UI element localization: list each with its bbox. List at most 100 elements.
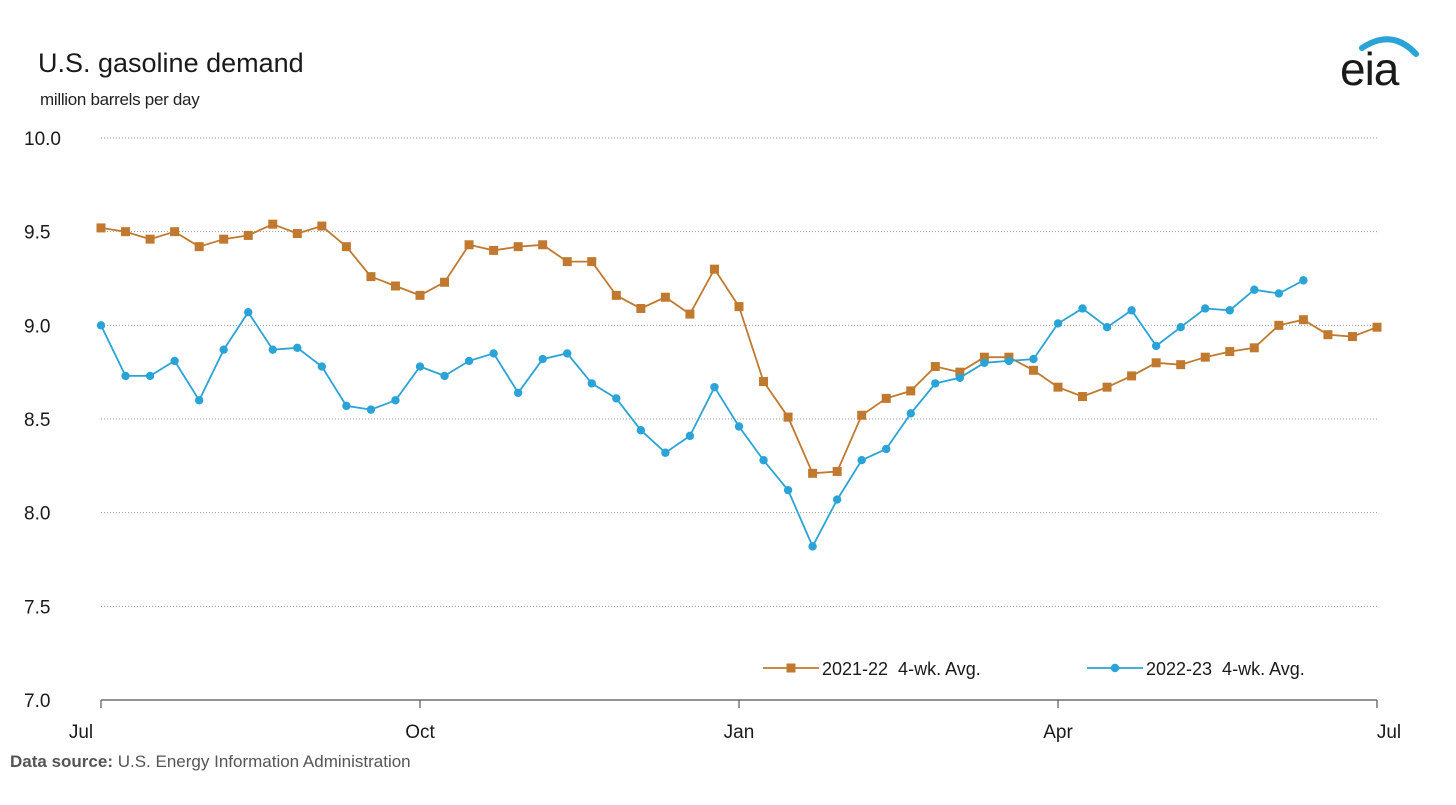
- data-point-circle: [759, 456, 768, 465]
- eia-logo-text: eia: [1340, 43, 1399, 95]
- data-point-square: [1225, 347, 1235, 357]
- data-point-circle: [1176, 323, 1185, 332]
- y-tick-label: 8.0: [24, 504, 50, 525]
- data-point-square: [808, 468, 818, 478]
- data-source: Data source: U.S. Energy Information Adm…: [10, 752, 411, 772]
- data-point-square: [1028, 365, 1038, 375]
- data-point-circle: [1225, 306, 1234, 315]
- data-point-square: [930, 362, 940, 372]
- data-point-circle: [268, 345, 277, 354]
- data-point-circle: [587, 379, 596, 388]
- data-point-square: [685, 309, 695, 319]
- data-point-square: [1078, 392, 1088, 402]
- data-point-square: [832, 466, 842, 476]
- y-tick-label: 10.0: [24, 129, 61, 150]
- data-point-circle: [710, 382, 719, 392]
- data-point-circle: [955, 373, 965, 382]
- data-point-circle: [734, 422, 744, 431]
- data-point-circle: [415, 362, 425, 371]
- data-point-circle: [882, 444, 891, 454]
- x-tick-label: Jan: [724, 722, 755, 743]
- data-source-label: Data source:: [10, 752, 113, 771]
- data-point-square: [1176, 360, 1186, 370]
- data-point-square: [906, 386, 916, 396]
- data-point-circle: [808, 542, 817, 551]
- data-point-circle: [906, 409, 915, 418]
- legend-label-1: 2021-22 4-wk. Avg.: [822, 659, 981, 679]
- data-point-circle: [194, 396, 204, 405]
- data-point-square: [1274, 320, 1284, 330]
- data-point-circle: [391, 396, 400, 405]
- data-point-circle: [612, 394, 621, 403]
- data-point-square: [96, 223, 106, 233]
- data-point-circle: [783, 485, 793, 495]
- data-point-square: [243, 230, 253, 240]
- eia-logo: eia: [1332, 34, 1422, 98]
- data-point-square: [660, 292, 670, 302]
- data-point-circle: [1201, 304, 1210, 313]
- data-point-square: [538, 240, 548, 250]
- data-point-square: [341, 242, 351, 252]
- x-tick-label: Apr: [1043, 722, 1073, 743]
- data-source-text: U.S. Energy Information Administration: [117, 752, 411, 771]
- data-point-square: [587, 257, 597, 267]
- legend-label-2: 2022-23 4-wk. Avg.: [1146, 659, 1305, 679]
- data-point-square: [415, 290, 425, 300]
- data-point-circle: [931, 379, 940, 388]
- chart-title: U.S. gasoline demand: [38, 48, 304, 78]
- data-point-circle: [1127, 306, 1136, 315]
- y-tick-label: 9.0: [24, 316, 50, 337]
- x-tick-label: Oct: [405, 722, 435, 743]
- legend-marker-square: [786, 663, 796, 673]
- data-point-circle: [1102, 323, 1112, 332]
- data-point-circle: [1299, 276, 1308, 285]
- data-point-square: [170, 227, 180, 237]
- data-point-circle: [661, 448, 670, 457]
- x-tick-label: Jul: [69, 722, 93, 743]
- data-point-circle: [170, 356, 179, 366]
- data-point-square: [366, 272, 376, 282]
- data-point-square: [857, 410, 867, 420]
- data-point-square: [611, 290, 621, 300]
- data-point-square: [489, 245, 499, 255]
- data-point-circle: [685, 431, 695, 441]
- data-point-circle: [121, 371, 130, 381]
- data-point-square: [636, 303, 646, 313]
- data-point-circle: [832, 495, 842, 504]
- y-tick-label: 7.0: [24, 691, 50, 712]
- data-point-square: [979, 352, 989, 362]
- data-point-square: [513, 242, 523, 252]
- eia-logo-swoosh-icon: [1359, 36, 1419, 57]
- data-point-circle: [1151, 341, 1161, 351]
- data-point-square: [219, 234, 229, 244]
- data-point-circle: [342, 401, 351, 411]
- data-point-square: [759, 377, 769, 387]
- data-point-square: [440, 277, 450, 287]
- data-point-circle: [538, 354, 547, 364]
- data-point-square: [317, 221, 327, 231]
- data-point-circle: [293, 343, 302, 353]
- data-point-circle: [1274, 289, 1284, 298]
- data-point-square: [1200, 352, 1210, 362]
- data-point-square: [1298, 315, 1308, 325]
- data-point-square: [955, 367, 965, 377]
- data-point-circle: [244, 308, 253, 317]
- data-point-circle: [366, 405, 376, 414]
- data-point-square: [562, 257, 572, 267]
- data-point-square: [1347, 332, 1357, 342]
- y-tick-label: 7.5: [24, 597, 50, 618]
- data-point-circle: [980, 358, 989, 367]
- data-point-circle: [513, 388, 523, 397]
- data-point-circle: [1078, 304, 1087, 313]
- data-point-square: [390, 281, 400, 291]
- legend-marker-circle: [1110, 663, 1120, 673]
- data-point-square: [1127, 371, 1137, 381]
- data-point-circle: [636, 426, 646, 435]
- data-point-circle: [489, 349, 498, 358]
- data-point-square: [734, 302, 744, 312]
- data-point-circle: [857, 456, 866, 465]
- data-point-square: [709, 264, 719, 274]
- data-point-circle: [1004, 356, 1014, 366]
- y-tick-label: 8.5: [24, 410, 50, 431]
